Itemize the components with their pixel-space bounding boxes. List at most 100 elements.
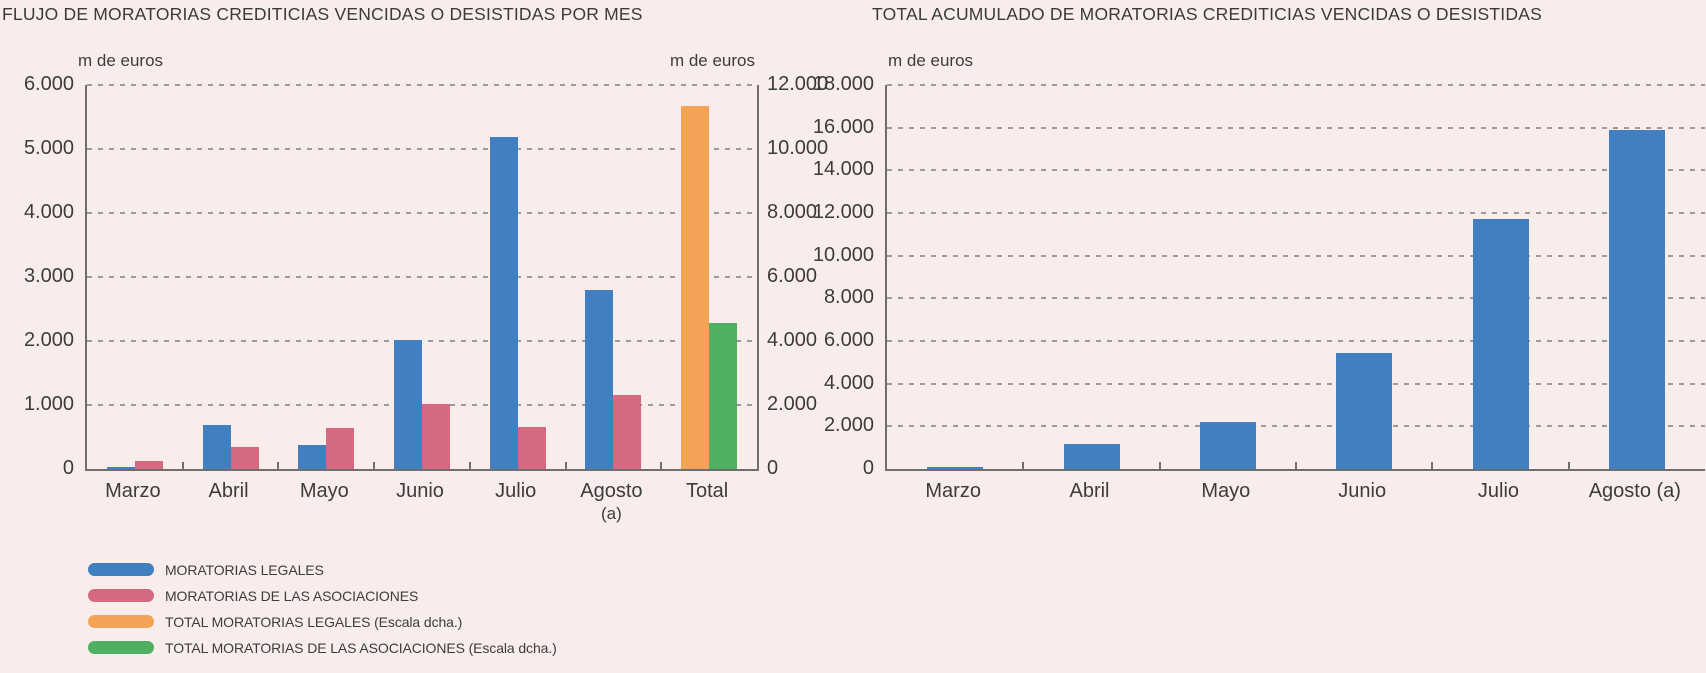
- y-axis-label: 18.000: [812, 73, 874, 96]
- legend-label: MORATORIAS LEGALES: [165, 561, 324, 578]
- gridline: [887, 382, 1705, 385]
- legend-swatch: [88, 641, 154, 654]
- left-plot-xaxis: Marzo Abril Mayo Junio Julio Agosto (a) Total: [85, 479, 755, 535]
- legend-item: MORATORIAS DE LAS ASOCIACIONES: [88, 587, 557, 604]
- legend-label: MORATORIAS DE LAS ASOCIACIONES: [165, 587, 419, 604]
- y-axis-label: 10.000: [812, 243, 874, 266]
- bar: [394, 339, 422, 469]
- left-plot-yaxis-right: 12.000 10.000 8.000 6.000 4.000 2.000 0: [767, 73, 857, 479]
- bar: [326, 428, 355, 469]
- y-axis-label: 2.000: [23, 329, 74, 352]
- bar: [298, 444, 327, 469]
- axis-tick: [1431, 462, 1434, 469]
- y-axis-label: 6.000: [767, 265, 818, 288]
- x-axis-label: Agosto (a): [564, 479, 660, 525]
- y-axis-label: 12.000: [812, 201, 874, 224]
- y-axis-label: 2.000: [823, 414, 874, 437]
- bar: [681, 105, 710, 469]
- gridline: [87, 212, 757, 214]
- left-chart-title: FLUJO DE MORATORIAS CREDITICIAS VENCIDAS…: [2, 4, 643, 24]
- x-axis-label: Marzo: [925, 480, 981, 502]
- right-chart-unit: m de euros: [888, 51, 974, 70]
- bar: [1608, 129, 1665, 469]
- axis-tick: [660, 462, 663, 469]
- y-axis-label: 3.000: [23, 265, 74, 288]
- gridline: [887, 425, 1705, 428]
- y-axis-label: 14.000: [812, 158, 874, 181]
- y-axis-label: 6.000: [823, 329, 874, 352]
- gridline: [887, 169, 1705, 172]
- x-axis-label: Total: [686, 480, 729, 502]
- x-axis-label: Junio: [396, 480, 444, 502]
- legend-label: TOTAL MORATORIAS DE LAS ASOCIACIONES (Es…: [165, 639, 557, 656]
- legend: MORATORIAS LEGALES MORATORIAS DE LAS ASOC…: [88, 561, 557, 667]
- y-axis-label: 10.000: [767, 137, 829, 160]
- bar: [134, 461, 163, 469]
- right-plot-yaxis: 18.000 16.000 14.000 12.000 10.000 8.000 6.000…: [790, 73, 874, 479]
- axis-tick: [1158, 462, 1161, 469]
- x-axis-footnote: (a): [601, 504, 622, 523]
- axis-tick: [277, 462, 280, 469]
- bar: [1336, 352, 1393, 469]
- left-plot: [85, 84, 759, 471]
- bar: [202, 425, 231, 469]
- gridline: [887, 84, 1705, 86]
- x-axis-label: Mayo: [299, 480, 349, 502]
- y-axis-label: 12.000: [767, 73, 829, 96]
- gridline: [887, 340, 1705, 342]
- axis-tick: [468, 462, 471, 469]
- x-axis-label: Abril: [208, 480, 249, 502]
- y-axis-label: 6.000: [23, 73, 74, 96]
- y-axis-label: 5.000: [23, 137, 74, 160]
- y-axis-label: 0: [62, 457, 74, 480]
- right-plot-xaxis: Marzo Abril Mayo Junio Julio Agosto (a): [885, 479, 1703, 519]
- axis-tick: [1567, 462, 1570, 469]
- bar: [230, 447, 259, 469]
- right-plot: [885, 84, 1705, 471]
- y-axis-label: 8.000: [823, 286, 874, 309]
- x-axis-label: Mayo: [1201, 480, 1251, 502]
- legend-item: TOTAL MORATORIAS DE LAS ASOCIACIONES (Es…: [88, 639, 557, 656]
- y-axis-label: 2.000: [767, 393, 818, 416]
- legend-item: TOTAL MORATORIAS LEGALES (Escala dcha.): [88, 614, 557, 630]
- x-axis-label: Junio: [1338, 480, 1387, 502]
- legend-swatch: [88, 563, 154, 576]
- y-axis-label: 0: [862, 457, 874, 480]
- axis-tick: [1022, 462, 1025, 469]
- bar: [585, 290, 614, 469]
- legend-swatch: [88, 589, 154, 602]
- x-axis-label: Julio: [1477, 480, 1520, 502]
- bar: [1199, 422, 1256, 469]
- bar: [517, 427, 546, 469]
- y-axis-label: 1.000: [23, 393, 74, 416]
- axis-tick: [1295, 462, 1297, 469]
- gridline: [87, 84, 757, 86]
- bar: [1472, 219, 1529, 469]
- axis-tick: [564, 462, 567, 469]
- gridline: [87, 276, 757, 278]
- y-axis-label: 16.000: [812, 115, 874, 138]
- legend-swatch: [88, 615, 154, 628]
- y-axis-label: 4.000: [767, 329, 818, 352]
- bar: [106, 467, 135, 469]
- gridline: [887, 254, 1705, 257]
- right-chart-title: TOTAL ACUMULADO DE MORATORIAS CREDITICIA…: [872, 4, 1542, 24]
- bar: [1063, 444, 1120, 469]
- bar: [709, 323, 738, 469]
- y-axis-label: 4.000: [23, 201, 74, 224]
- gridline: [887, 297, 1705, 300]
- y-axis-label: 4.000: [823, 371, 874, 394]
- x-axis-label: Abril: [1069, 480, 1110, 502]
- left-chart-unit-left: m de euros: [78, 51, 164, 70]
- x-axis-label: Agosto (a): [1588, 480, 1681, 502]
- y-axis-label: 8.000: [767, 201, 818, 224]
- bar: [422, 403, 450, 469]
- left-chart-unit-right: m de euros: [669, 51, 755, 70]
- gridline: [87, 148, 757, 150]
- y-axis-label: 0: [767, 457, 779, 480]
- legend-item: MORATORIAS LEGALES: [88, 561, 557, 578]
- axis-tick: [181, 462, 184, 469]
- x-axis-label: Julio: [495, 480, 537, 502]
- bar: [613, 394, 642, 469]
